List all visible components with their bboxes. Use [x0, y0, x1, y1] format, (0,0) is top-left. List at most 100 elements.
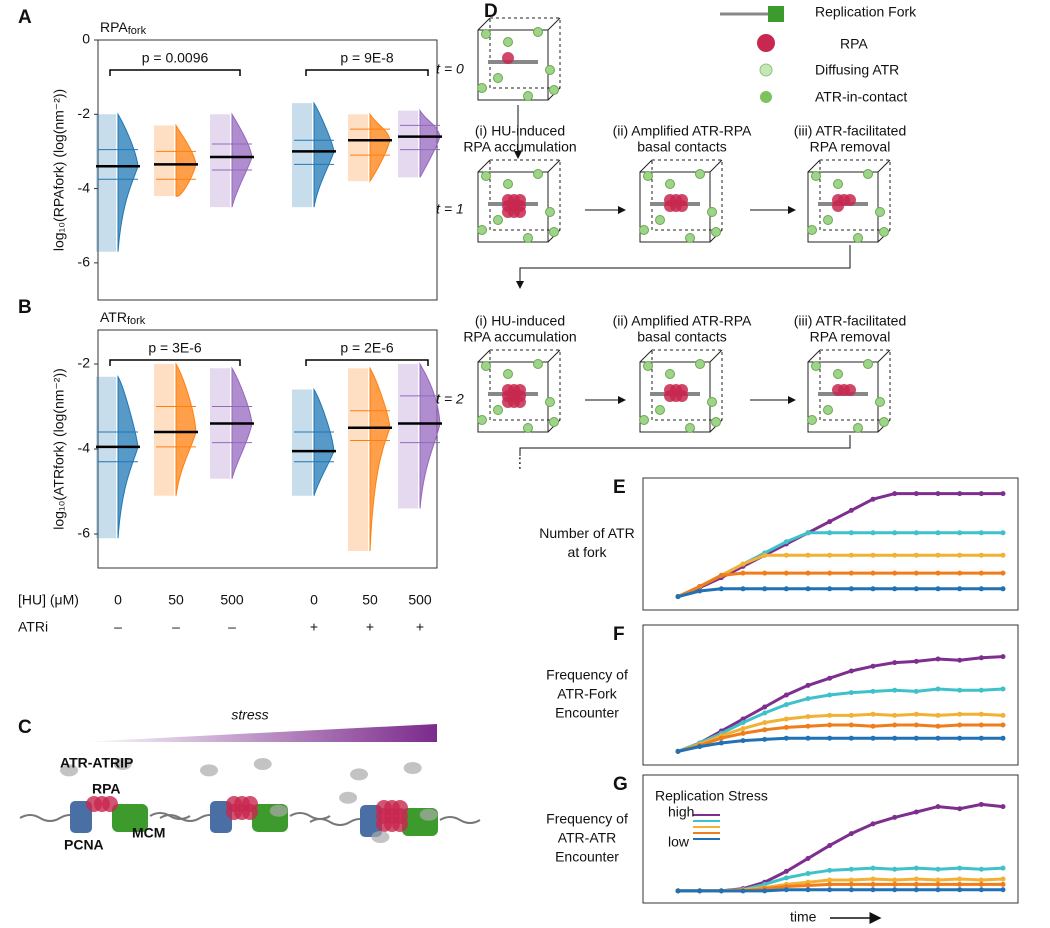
series-point	[957, 711, 963, 717]
atr	[113, 758, 132, 771]
rpa-dot	[844, 384, 856, 396]
series-point	[978, 491, 984, 497]
stage-label: RPA accumulation	[463, 329, 576, 345]
series-line	[677, 492, 1003, 599]
y-tick-label: -2	[78, 105, 91, 121]
cube-back	[651, 159, 723, 231]
data-spread	[398, 364, 418, 509]
data-spread	[96, 114, 116, 252]
series-point	[978, 735, 984, 741]
gradient-label: stress	[231, 707, 268, 723]
cube-back	[489, 17, 561, 89]
series-point	[697, 588, 703, 594]
legend-label: high	[668, 804, 694, 820]
series-line	[677, 571, 1003, 599]
series-point	[913, 865, 919, 871]
series-point	[1000, 881, 1006, 887]
legend-label: Replication Fork	[815, 4, 917, 20]
series-point	[762, 710, 768, 716]
row-value: 50	[362, 592, 378, 608]
series-point	[805, 723, 811, 729]
series-point	[805, 682, 811, 688]
series-point	[935, 881, 941, 887]
flow-arrow	[519, 435, 851, 456]
ellipsis: ⋮	[513, 455, 527, 471]
stage-label: (iii) ATR-facilitated	[794, 313, 907, 329]
row-value: 500	[220, 592, 244, 608]
series-point	[827, 881, 833, 887]
series-point	[978, 552, 984, 558]
series-point	[892, 570, 898, 576]
row-label: [HU] (μM)	[18, 592, 79, 608]
stage-label: (ii) Amplified ATR-RPA	[613, 313, 752, 329]
series-point	[1000, 686, 1006, 692]
violin	[117, 112, 139, 252]
series-point	[870, 735, 876, 741]
stage-label: basal contacts	[637, 329, 727, 345]
series-line	[677, 736, 1003, 753]
pcna	[360, 805, 382, 837]
series-point	[1000, 887, 1006, 893]
series-point	[848, 866, 854, 872]
series-point	[1000, 735, 1006, 741]
atr-dot	[639, 225, 649, 235]
series-point	[978, 711, 984, 717]
atr-dot	[533, 359, 543, 369]
atr-dot	[807, 225, 817, 235]
series-point	[848, 881, 854, 887]
series-point	[870, 552, 876, 558]
panel-label: F	[613, 624, 625, 645]
series-point	[935, 804, 941, 810]
atr-dot	[533, 169, 543, 179]
atr-dot	[643, 171, 653, 181]
series-point	[935, 491, 941, 497]
data-spread	[154, 364, 174, 496]
cube-back	[489, 159, 561, 231]
series-point	[805, 735, 811, 741]
series-point	[935, 570, 941, 576]
series-point	[1000, 586, 1006, 592]
atr-dot	[503, 179, 513, 189]
series-point	[827, 519, 833, 525]
rpa-dot	[832, 200, 844, 212]
data-spread	[292, 389, 312, 496]
stage-label: RPA removal	[810, 329, 891, 345]
title-main: ATR	[100, 309, 127, 325]
series-point	[957, 586, 963, 592]
series-point	[827, 692, 833, 698]
series-point	[935, 552, 941, 558]
atr-dot	[545, 207, 555, 217]
rpa	[392, 816, 408, 832]
atr	[339, 791, 358, 804]
significance-bracket	[109, 69, 241, 76]
series-point	[892, 722, 898, 728]
rpa-dot	[844, 194, 856, 206]
series-point	[870, 530, 876, 536]
pcna	[70, 801, 92, 833]
cube-front	[477, 361, 549, 433]
atr-dot	[665, 369, 675, 379]
atr-dot	[823, 405, 833, 415]
series-point	[827, 570, 833, 576]
series-point	[870, 865, 876, 871]
series-point	[697, 584, 703, 590]
plot-frame	[97, 329, 438, 569]
series-point	[783, 724, 789, 730]
data-spread	[154, 125, 174, 196]
series-point	[892, 586, 898, 592]
cube-front	[639, 171, 711, 243]
series-point	[848, 586, 854, 592]
p-value: p = 3E-6	[148, 340, 202, 356]
atr	[60, 764, 79, 777]
stage-label: (ii) Amplified ATR-RPA	[613, 123, 752, 139]
series-point	[762, 570, 768, 576]
atr-dot	[811, 171, 821, 181]
series-point	[913, 658, 919, 664]
rpa-dot	[502, 52, 514, 64]
cube-front	[477, 171, 549, 243]
stress-gradient	[80, 724, 437, 742]
series-point	[913, 876, 919, 882]
series-point	[870, 821, 876, 827]
series-point	[848, 570, 854, 576]
series-point	[1000, 876, 1006, 882]
